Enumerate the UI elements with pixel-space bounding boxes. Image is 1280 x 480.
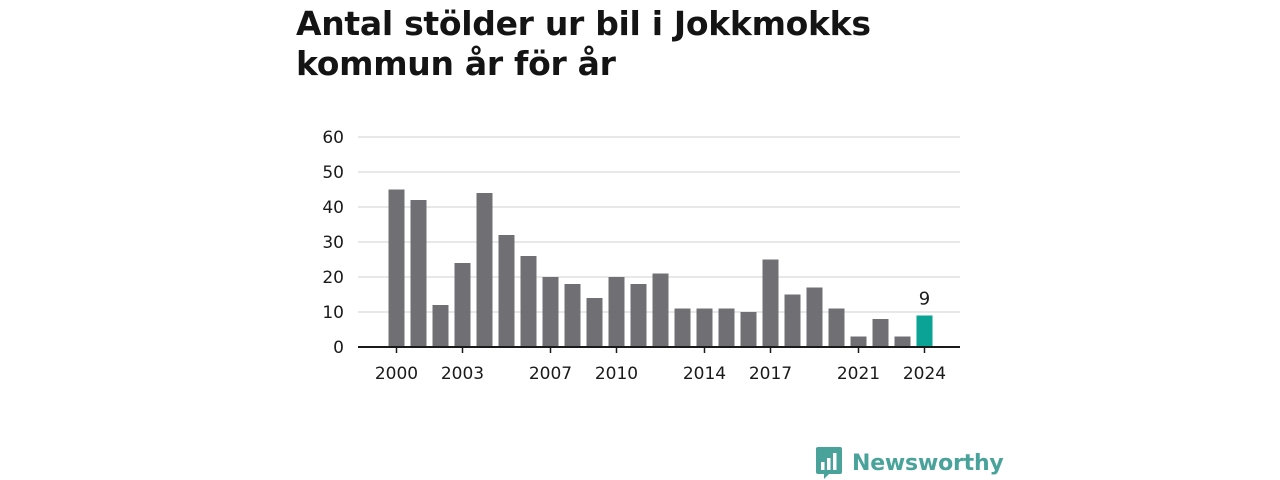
- y-tick-label: 50: [322, 163, 344, 183]
- bar-2009: [586, 298, 603, 347]
- y-tick-label: 20: [322, 268, 344, 288]
- chart-title: Antal stölder ur bil i Jokkmokks kommun …: [296, 4, 871, 83]
- bar-2012: [652, 273, 669, 347]
- bar-2006: [520, 256, 537, 347]
- bar-2011: [630, 284, 647, 347]
- y-tick-label: 0: [333, 338, 344, 358]
- x-tick-label: 2000: [375, 364, 418, 384]
- x-tick-label: 2003: [441, 364, 484, 384]
- bar-2020: [828, 308, 845, 347]
- bar-2021: [850, 336, 867, 347]
- x-tick-label: 2007: [529, 364, 572, 384]
- x-tick-label: 2024: [903, 364, 946, 384]
- data-label-2024: 9: [919, 289, 930, 310]
- bar-2003: [454, 263, 471, 347]
- bar-2022: [872, 319, 889, 347]
- bar-2017: [762, 259, 779, 347]
- bar-2000: [388, 189, 405, 347]
- bar-2014: [696, 308, 713, 347]
- bars: [388, 189, 933, 347]
- x-tick-label: 2014: [683, 364, 726, 384]
- bar-2010: [608, 277, 625, 347]
- bar-2008: [564, 284, 581, 347]
- y-tick-label: 60: [322, 128, 344, 148]
- newsworthy-logo: Newsworthy: [815, 446, 1004, 480]
- x-tick-labels: 2000 2003 2007 2010 2014 2017 2021 2024: [375, 364, 946, 384]
- bar-2007: [542, 277, 559, 347]
- newsworthy-logo-icon: [816, 447, 842, 479]
- bar-2002: [432, 305, 449, 347]
- brand-name: Newsworthy: [852, 450, 1004, 476]
- x-tick-label: 2021: [837, 364, 880, 384]
- y-tick-label: 30: [322, 233, 344, 253]
- bar-2015: [718, 308, 735, 347]
- bar-2001: [410, 200, 427, 347]
- x-tick-label: 2017: [749, 364, 792, 384]
- y-tick-label: 40: [322, 198, 344, 218]
- data-labels: 9: [919, 289, 930, 310]
- x-axis: [358, 346, 960, 353]
- bar-2019: [806, 287, 823, 347]
- bar-2016: [740, 312, 757, 347]
- bar-2005: [498, 235, 515, 347]
- bar-2023: [894, 336, 911, 347]
- y-tick-label: 10: [322, 303, 344, 323]
- bar-2004: [476, 193, 493, 347]
- bar-2024: [916, 315, 933, 347]
- y-tick-labels: 0 10 20 30 40 50 60: [322, 128, 344, 358]
- x-tick-label: 2010: [595, 364, 638, 384]
- bar-2018: [784, 294, 801, 347]
- bar-2013: [674, 308, 691, 347]
